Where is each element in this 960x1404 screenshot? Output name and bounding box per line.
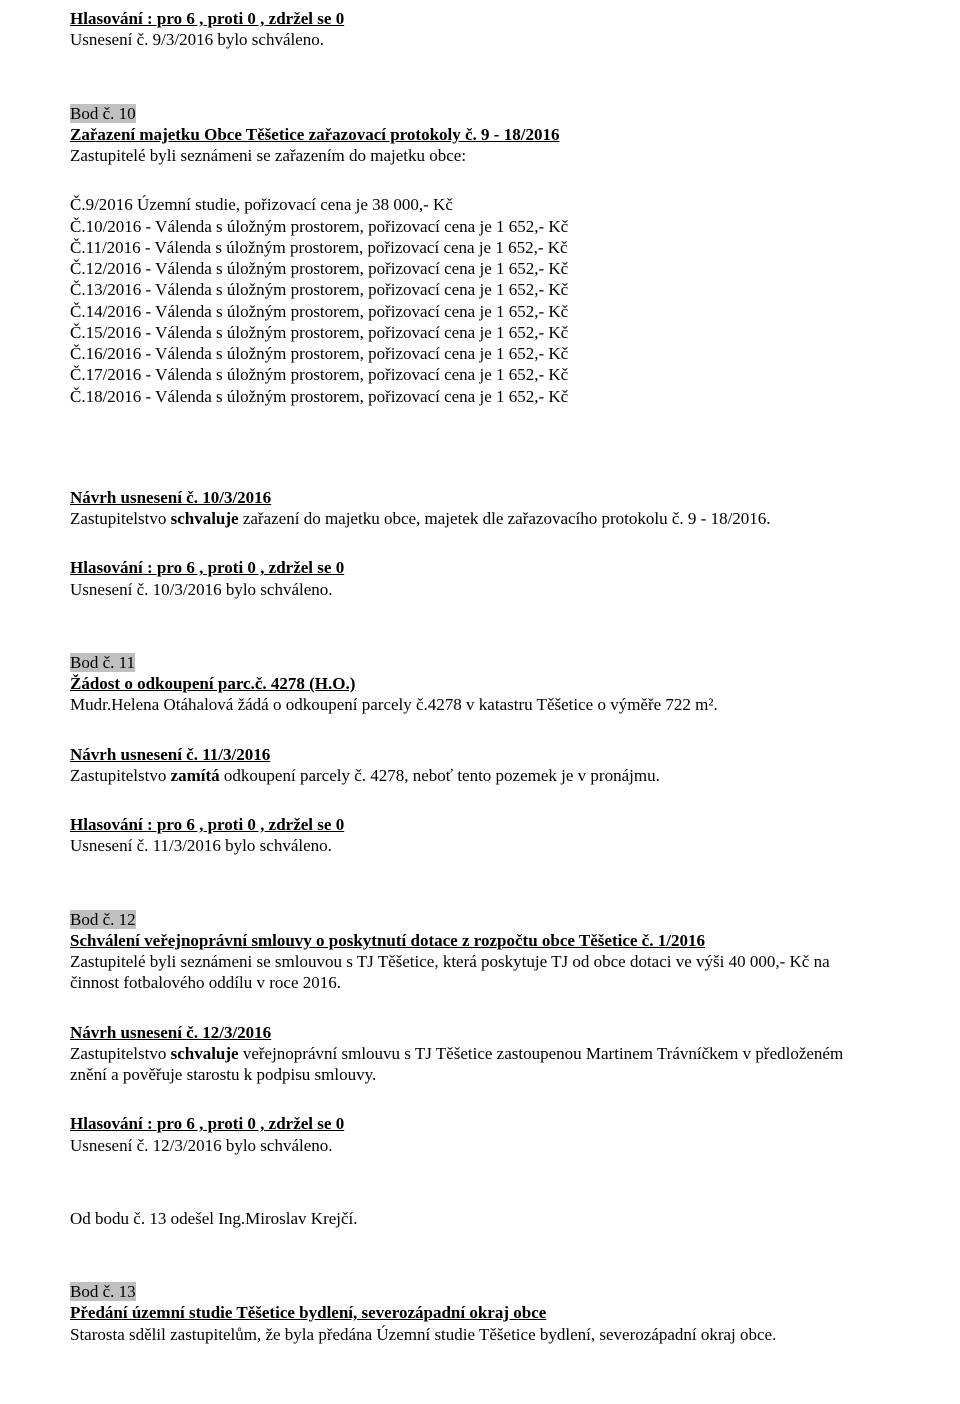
text-bold: schvaluje xyxy=(171,509,239,528)
vote-line: Hlasování : pro 6 , proti 0 , zdržel se … xyxy=(70,814,890,835)
navrh-body: Zastupitelstvo schvaluje veřejnoprávní s… xyxy=(70,1043,890,1064)
vote-line: Hlasování : pro 6 , proti 0 , zdržel se … xyxy=(70,557,890,578)
item-list: Č.9/2016 Územní studie, pořizovací cena … xyxy=(70,194,890,407)
text: odkoupení parcely č. 4278, neboť tento p… xyxy=(220,766,660,785)
text: Zastupitelé byli seznámeni se smlouvou s… xyxy=(70,951,890,972)
bod-label: Bod č. 11 xyxy=(70,653,135,672)
section-title: Schválení veřejnoprávní smlouvy o poskyt… xyxy=(70,930,890,951)
text: znění a pověřuje starostu k podpisu smlo… xyxy=(70,1064,890,1085)
text: zařazení do majetku obce, majetek dle za… xyxy=(239,509,771,528)
bod-label: Bod č. 13 xyxy=(70,1282,136,1301)
list-item: Č.15/2016 - Válenda s úložným prostorem,… xyxy=(70,322,890,343)
text: Zastupitelstvo xyxy=(70,1044,171,1063)
vote-result: Usnesení č. 10/3/2016 bylo schváleno. xyxy=(70,579,890,600)
section-title: Žádost o odkoupení parc.č. 4278 (H.O.) xyxy=(70,673,890,694)
section-bod-13: Bod č. 13 Předání územní studie Těšetice… xyxy=(70,1281,890,1345)
section-title: Zařazení majetku Obce Těšetice zařazovac… xyxy=(70,124,890,145)
vote-11: Hlasování : pro 6 , proti 0 , zdržel se … xyxy=(70,814,890,857)
navrh-body: Zastupitelstvo zamítá odkoupení parcely … xyxy=(70,765,890,786)
list-item: Č.13/2016 - Válenda s úložným prostorem,… xyxy=(70,279,890,300)
text-bold: zamítá xyxy=(171,766,220,785)
text: veřejnoprávní smlouvu s TJ Těšetice zast… xyxy=(239,1044,844,1063)
list-item: Č.12/2016 - Válenda s úložným prostorem,… xyxy=(70,258,890,279)
text: Zastupitelstvo xyxy=(70,509,171,528)
list-item: Č.17/2016 - Válenda s úložným prostorem,… xyxy=(70,364,890,385)
navrh-body: Zastupitelstvo schvaluje zařazení do maj… xyxy=(70,508,890,529)
navrh-12: Návrh usnesení č. 12/3/2016 Zastupitelst… xyxy=(70,1022,890,1086)
vote-result: Usnesení č. 12/3/2016 bylo schváleno. xyxy=(70,1135,890,1156)
vote-result: Usnesení č. 11/3/2016 bylo schváleno. xyxy=(70,835,890,856)
vote-result: Usnesení č. 9/3/2016 bylo schváleno. xyxy=(70,29,890,50)
vote-12: Hlasování : pro 6 , proti 0 , zdržel se … xyxy=(70,1113,890,1156)
text: Zastupitelé byli seznámeni se zařazením … xyxy=(70,145,890,166)
section-bod-11: Bod č. 11 Žádost o odkoupení parc.č. 427… xyxy=(70,652,890,716)
list-item: Č.16/2016 - Válenda s úložným prostorem,… xyxy=(70,343,890,364)
text: Starosta sdělil zastupitelům, že byla př… xyxy=(70,1324,890,1345)
navrh-10: Návrh usnesení č. 10/3/2016 Zastupitelst… xyxy=(70,487,890,530)
list-item: Č.11/2016 - Válenda s úložným prostorem,… xyxy=(70,237,890,258)
bod-label: Bod č. 10 xyxy=(70,104,136,123)
list-item: Č.9/2016 Územní studie, pořizovací cena … xyxy=(70,194,890,215)
list-item: Č.14/2016 - Válenda s úložným prostorem,… xyxy=(70,301,890,322)
page: Hlasování : pro 6 , proti 0 , zdržel se … xyxy=(0,0,960,1404)
list-item: Č.18/2016 - Válenda s úložným prostorem,… xyxy=(70,386,890,407)
vote-line: Hlasování : pro 6 , proti 0 , zdržel se … xyxy=(70,8,890,29)
navrh-11: Návrh usnesení č. 11/3/2016 Zastupitelst… xyxy=(70,744,890,787)
text-bold: schvaluje xyxy=(171,1044,239,1063)
vote-10: Hlasování : pro 6 , proti 0 , zdržel se … xyxy=(70,557,890,600)
section-bod-12: Bod č. 12 Schválení veřejnoprávní smlouv… xyxy=(70,909,890,994)
text: Mudr.Helena Otáhalová žádá o odkoupení p… xyxy=(70,694,890,715)
bod-label: Bod č. 12 xyxy=(70,910,136,929)
text: činnost fotbalového oddílu v roce 2016. xyxy=(70,972,890,993)
navrh-title: Návrh usnesení č. 12/3/2016 xyxy=(70,1022,890,1043)
navrh-title: Návrh usnesení č. 10/3/2016 xyxy=(70,487,890,508)
text: Zastupitelstvo xyxy=(70,766,171,785)
section-title: Předání územní studie Těšetice bydlení, … xyxy=(70,1302,890,1323)
text: Od bodu č. 13 odešel Ing.Miroslav Krejčí… xyxy=(70,1208,890,1229)
note: Od bodu č. 13 odešel Ing.Miroslav Krejčí… xyxy=(70,1208,890,1229)
vote-line: Hlasování : pro 6 , proti 0 , zdržel se … xyxy=(70,1113,890,1134)
list-item: Č.10/2016 - Válenda s úložným prostorem,… xyxy=(70,216,890,237)
navrh-title: Návrh usnesení č. 11/3/2016 xyxy=(70,744,890,765)
section-bod-10: Bod č. 10 Zařazení majetku Obce Těšetice… xyxy=(70,103,890,407)
